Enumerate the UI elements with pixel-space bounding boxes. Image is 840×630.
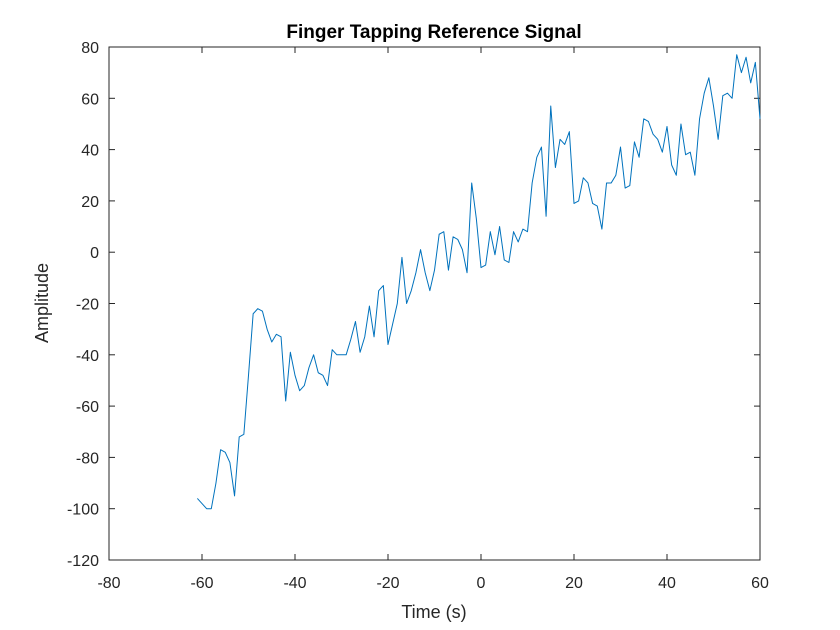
y-tick-label: -20 bbox=[76, 297, 99, 314]
y-tick-label: 40 bbox=[81, 143, 99, 160]
y-tick-label: 80 bbox=[81, 40, 99, 57]
chart-title: Finger Tapping Reference Signal bbox=[286, 22, 581, 43]
x-tick-label: -60 bbox=[190, 575, 213, 592]
x-tick-label: 0 bbox=[477, 575, 486, 592]
y-tick-label: -120 bbox=[67, 553, 99, 570]
x-axis-label: Time (s) bbox=[401, 602, 466, 622]
y-tick-label: 60 bbox=[81, 91, 99, 108]
plot-area bbox=[108, 46, 761, 561]
x-axis: -80 -60 -40 -20 0 20 40 60 bbox=[97, 47, 769, 592]
y-axis: -120 -100 -80 -60 -40 -20 0 20 40 60 80 bbox=[67, 40, 760, 570]
y-tick-label: 0 bbox=[90, 245, 99, 262]
y-axis-label: Amplitude bbox=[32, 263, 52, 343]
x-tick-label: 60 bbox=[751, 575, 769, 592]
x-tick-label: -80 bbox=[97, 575, 120, 592]
data-line bbox=[196, 54, 761, 510]
x-tick-label: 20 bbox=[565, 575, 583, 592]
x-tick-label: 40 bbox=[658, 575, 676, 592]
y-tick-label: 20 bbox=[81, 194, 99, 211]
y-tick-label: -40 bbox=[76, 348, 99, 365]
y-tick-label: -80 bbox=[76, 450, 99, 467]
x-tick-label: -40 bbox=[283, 575, 306, 592]
y-tick-label: -100 bbox=[67, 502, 99, 519]
y-tick-label: -60 bbox=[76, 399, 99, 416]
x-tick-label: -20 bbox=[376, 575, 399, 592]
